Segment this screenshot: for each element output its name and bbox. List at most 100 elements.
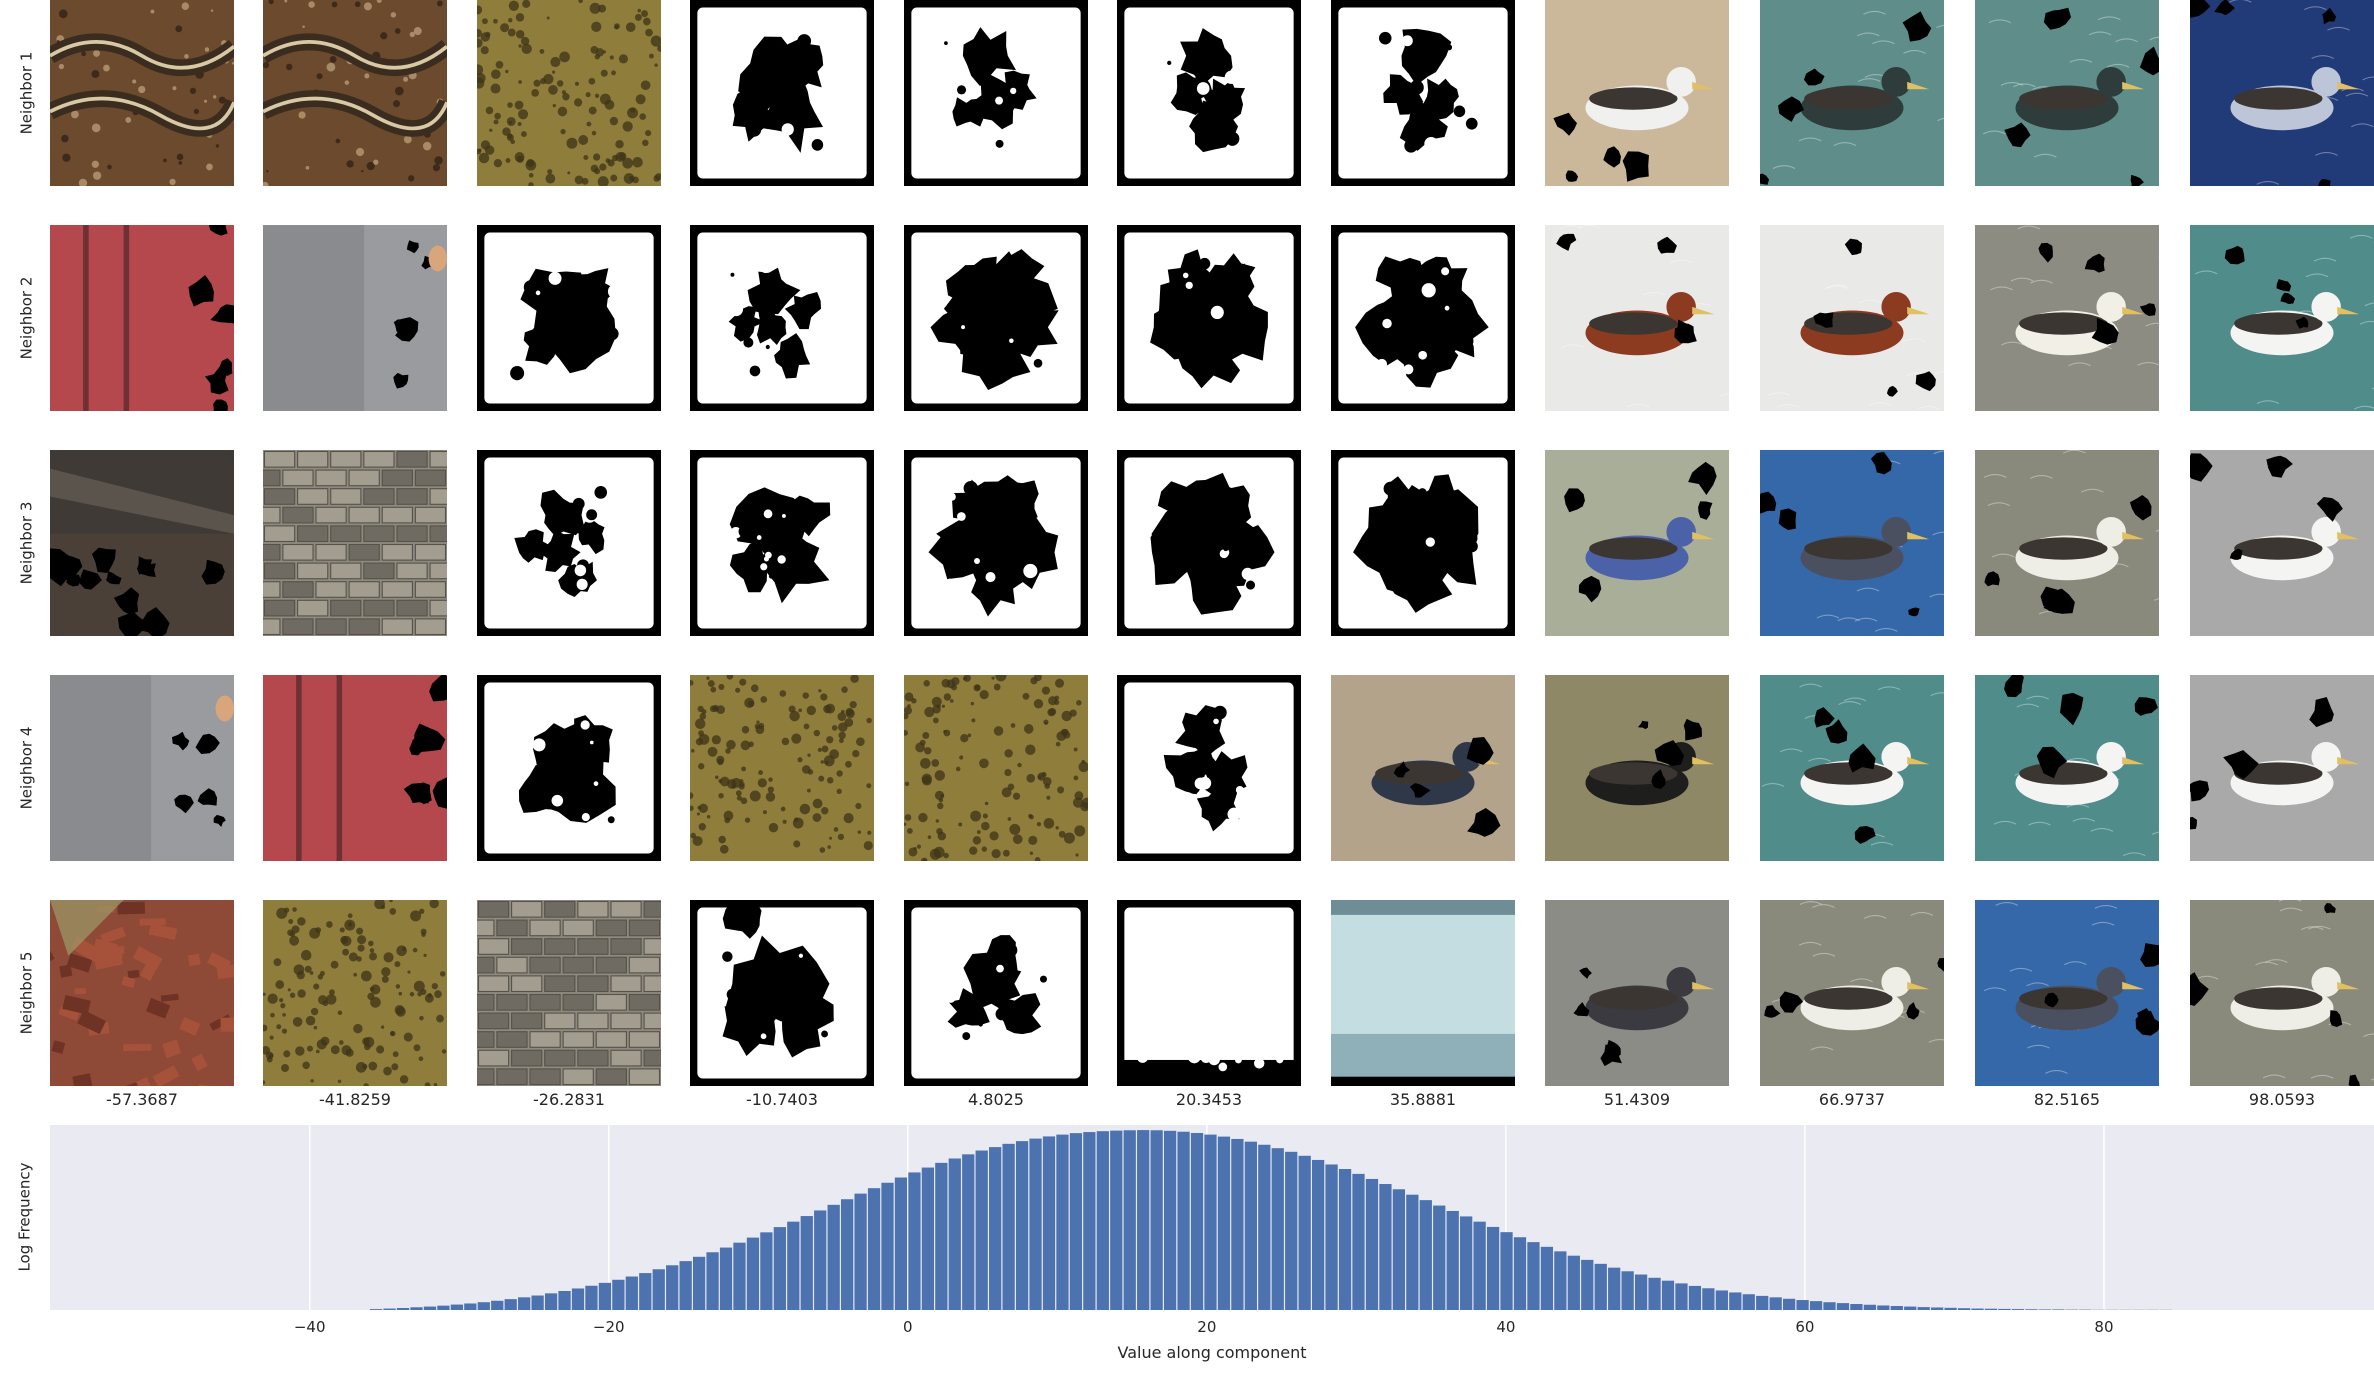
histogram-bar	[1258, 1144, 1271, 1310]
row-label-neighbor-2: Neighbor 2	[17, 276, 36, 360]
neighbor-image-r1-c10	[1975, 0, 2159, 186]
histogram-bar	[1527, 1242, 1540, 1310]
histogram-bar	[1756, 1295, 1769, 1310]
histogram-bar	[1944, 1307, 1957, 1310]
x-tick-label: 20	[1197, 1318, 1216, 1336]
neighbor-image-r1-c1	[50, 0, 234, 186]
neighbor-image-r4-c3	[477, 675, 661, 861]
histogram-bar	[989, 1147, 1002, 1310]
neighbor-image-r5-c1	[50, 900, 234, 1086]
histogram-bar	[2052, 1309, 2065, 1310]
histogram-bar	[1877, 1305, 1890, 1310]
histogram-bar	[773, 1227, 786, 1310]
histogram-bar	[894, 1177, 908, 1310]
neighbor-image-r2-c2	[263, 225, 447, 411]
histogram-bar	[1137, 1130, 1150, 1310]
row-label-neighbor-5: Neighbor 5	[17, 951, 36, 1035]
neighbor-image-r3-c7	[1331, 450, 1515, 636]
histogram-bar	[1473, 1221, 1486, 1310]
histogram-bar	[1917, 1307, 1930, 1310]
histogram-bar	[975, 1150, 988, 1310]
histogram-bar	[1285, 1151, 1298, 1310]
neighbor-image-r4-c11	[2190, 675, 2374, 861]
histogram-bar	[383, 1308, 396, 1310]
histogram-bar	[1271, 1148, 1284, 1310]
histogram-bar	[1729, 1292, 1742, 1310]
histogram-bar	[450, 1304, 464, 1310]
histogram-bar	[841, 1199, 854, 1310]
histogram-bar	[1554, 1251, 1567, 1310]
x-tick-label: 60	[1795, 1318, 1814, 1336]
histogram-bar	[1419, 1200, 1432, 1310]
histogram-bar	[1540, 1246, 1554, 1310]
histogram-bar	[423, 1306, 437, 1310]
histogram-bar	[571, 1288, 585, 1310]
column-value-label: 20.3453	[1175, 1090, 1243, 1109]
histogram-bar	[1204, 1134, 1217, 1310]
neighbor-image-r1-c11	[2190, 0, 2374, 186]
neighbor-image-r4-c1	[50, 675, 234, 861]
neighbor-image-r1-c4	[690, 0, 874, 186]
histogram-bar	[1486, 1226, 1500, 1310]
histogram-bar	[1217, 1136, 1231, 1310]
histogram-bar	[1015, 1141, 1029, 1310]
histogram-bar	[706, 1252, 719, 1310]
histogram-bar	[679, 1261, 692, 1310]
histogram-bar	[1002, 1143, 1015, 1310]
neighbor-image-r1-c3	[477, 0, 661, 186]
row-label-neighbor-1: Neighbor 1	[17, 51, 36, 135]
histogram-bar	[1769, 1297, 1782, 1310]
histogram-bar	[464, 1303, 477, 1310]
histogram-bar	[1163, 1130, 1177, 1310]
histogram-bar	[1715, 1290, 1728, 1310]
histogram-bar	[1231, 1138, 1244, 1310]
histogram-bar	[800, 1216, 813, 1310]
column-value-label: -10.7403	[746, 1090, 818, 1109]
neighbor-image-r3-c3	[477, 450, 661, 636]
histogram-bar	[1446, 1210, 1459, 1310]
neighbor-image-r1-c8	[1545, 0, 1729, 186]
neighbor-image-r5-c2	[263, 900, 447, 1086]
neighbor-image-r1-c9	[1760, 0, 1944, 186]
histogram-chart: −40 −20 0 20 40 60 80	[50, 1125, 2374, 1336]
histogram-bar	[518, 1297, 531, 1310]
histogram-bar	[504, 1299, 517, 1310]
column-value-label: 4.8025	[968, 1090, 1024, 1109]
x-tick-label: −20	[593, 1318, 625, 1336]
histogram-bar	[1056, 1134, 1069, 1310]
row-label-neighbor-3: Neighbor 3	[17, 501, 36, 585]
neighbor-image-r5-c3	[477, 900, 661, 1086]
neighbor-image-r4-c7	[1331, 675, 1515, 861]
neighbor-image-r2-c8	[1545, 225, 1729, 411]
column-value-label: 35.8881	[1389, 1090, 1457, 1109]
histogram-bar	[1513, 1237, 1527, 1310]
neighbor-image-r3-c11	[2190, 450, 2374, 636]
histogram-bar	[396, 1308, 410, 1310]
histogram-bar	[1850, 1304, 1863, 1310]
row-label-neighbor-4: Neighbor 4	[17, 726, 36, 810]
histogram-bar	[652, 1269, 665, 1310]
histogram-bar	[1661, 1280, 1675, 1310]
x-tick-label: 80	[2094, 1318, 2113, 1336]
x-tick-label: −40	[294, 1318, 326, 1336]
neighbor-image-r1-c5	[904, 0, 1088, 186]
histogram-bar	[948, 1158, 961, 1310]
neighbor-image-r1-c6	[1117, 0, 1301, 186]
histogram-bar	[1460, 1216, 1473, 1310]
neighbor-image-r3-c9	[1760, 450, 1944, 636]
neighbor-image-r3-c1	[50, 450, 234, 636]
histogram-bar	[1029, 1138, 1042, 1310]
histogram-bar	[1621, 1271, 1634, 1310]
histogram-bar	[867, 1188, 881, 1310]
histogram-bar	[370, 1309, 383, 1310]
histogram-bar	[1984, 1308, 1998, 1310]
histogram-bar	[1702, 1288, 1715, 1310]
histogram-bar	[1675, 1283, 1688, 1310]
histogram-bar	[491, 1300, 504, 1310]
histogram-bar	[639, 1273, 652, 1310]
histogram-bar	[1298, 1155, 1311, 1310]
histogram-bar	[1083, 1132, 1096, 1310]
histogram-bar	[477, 1302, 490, 1310]
neighbor-image-r5-c5	[904, 900, 1088, 1086]
neighbor-image-r2-c7	[1331, 225, 1515, 411]
